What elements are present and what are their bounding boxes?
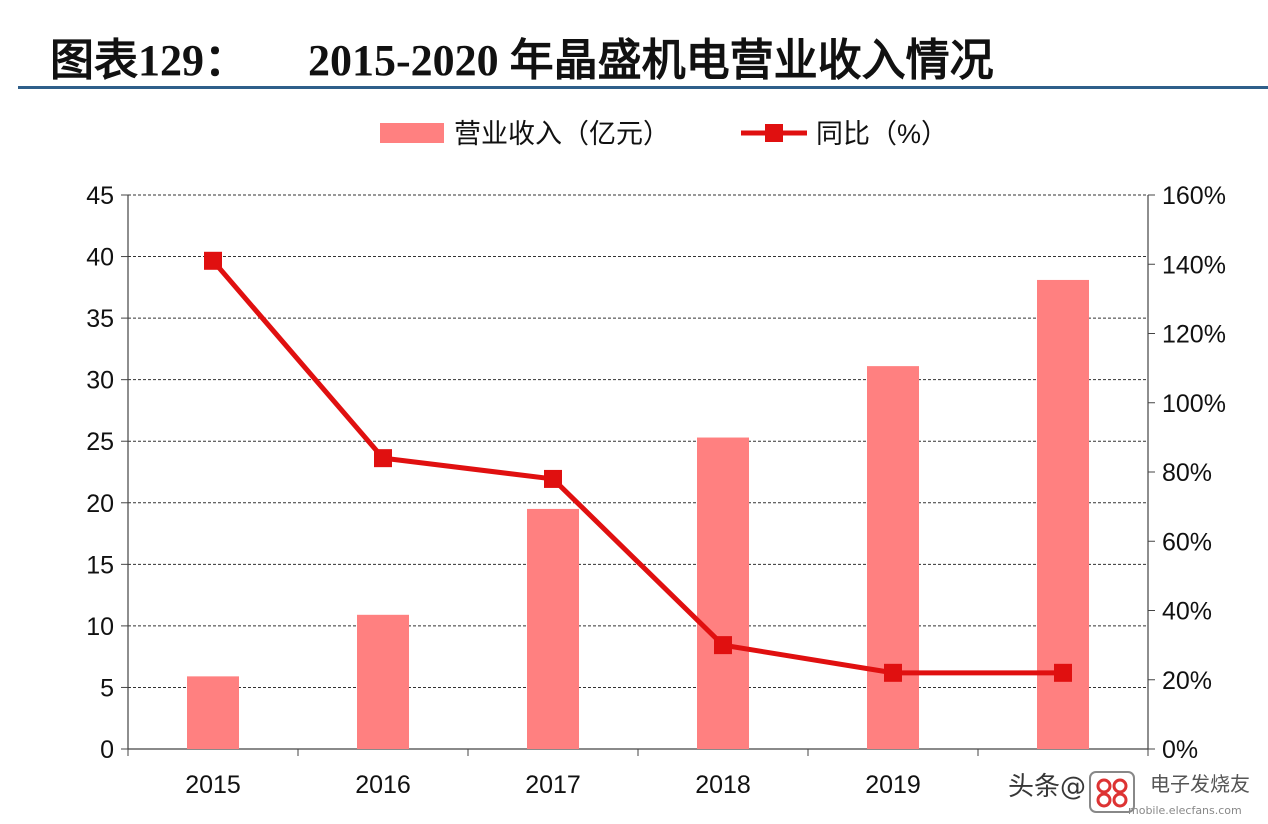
y-left-tick-label: 40 <box>86 244 114 272</box>
y-left-tick-label: 25 <box>86 428 114 456</box>
y-right-tick-label: 40% <box>1162 598 1212 626</box>
y-left-tick-label: 30 <box>86 367 114 395</box>
y-left-tick-label: 0 <box>100 736 114 764</box>
line-marker <box>204 251 222 270</box>
y-left-tick-label: 20 <box>86 490 114 518</box>
bar <box>697 437 749 749</box>
chart-title-label: 图表129： <box>50 36 248 85</box>
y-right-tick-label: 20% <box>1162 667 1212 695</box>
line-marker <box>884 663 902 682</box>
x-tick-label: 2018 <box>695 771 751 799</box>
line-marker <box>1054 663 1072 682</box>
bar <box>357 614 409 749</box>
x-tick-label: 2019 <box>865 771 921 799</box>
watermark-site: 电子发烧友 <box>1150 772 1250 796</box>
y-right-tick-label: 100% <box>1162 390 1226 418</box>
chart-title: 图表129： 2015-2020 年晶盛机电营业收入情况 <box>50 24 994 88</box>
y-left-tick-label: 10 <box>86 613 114 641</box>
bar <box>187 676 239 749</box>
bar <box>867 366 919 749</box>
y-right-tick-label: 120% <box>1162 321 1226 349</box>
line-marker <box>544 469 562 488</box>
legend-swatch-bar <box>380 123 444 143</box>
line-series <box>211 259 1063 676</box>
legend-label-bar: 营业收入（亿元） <box>454 119 670 149</box>
x-tick-label: 2016 <box>355 771 411 799</box>
y-left-tick-label: 15 <box>86 551 114 579</box>
y-right-tick-label: 160% <box>1162 182 1226 210</box>
legend-label-line: 同比（%） <box>816 119 948 149</box>
y-left-tick-label: 35 <box>86 305 114 333</box>
y-left-tick-label: 45 <box>86 182 114 210</box>
legend-marker-line <box>765 124 783 142</box>
y-right-tick-label: 60% <box>1162 528 1212 556</box>
x-tick-label: 2017 <box>525 771 581 799</box>
elecfans-logo-icon <box>1089 771 1135 813</box>
x-tick-label: 2015 <box>185 771 241 799</box>
y-right-tick-label: 0% <box>1162 736 1198 764</box>
watermark-text: 头条@ <box>1008 772 1087 802</box>
line-marker <box>714 636 732 655</box>
y-right-tick-label: 80% <box>1162 459 1212 487</box>
line-marker <box>374 449 392 468</box>
y-right-tick-label: 140% <box>1162 251 1226 279</box>
chart-title-text: 2015-2020 年晶盛机电营业收入情况 <box>308 36 994 85</box>
bar <box>527 508 579 749</box>
title-rule <box>18 86 1268 89</box>
watermark-url: mobile.elecfans.com <box>1128 804 1242 817</box>
y-left-tick-label: 5 <box>100 674 114 702</box>
